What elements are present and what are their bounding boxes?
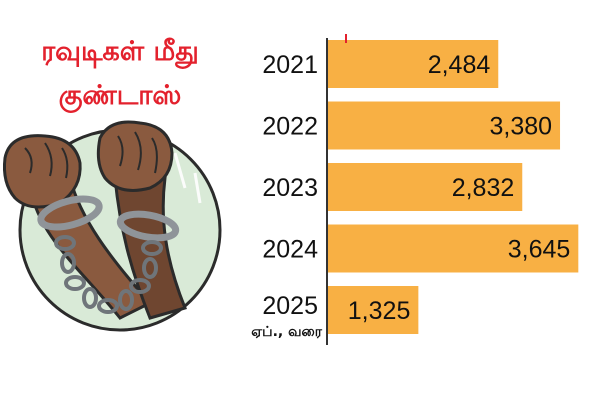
title-line-2: குண்டாஸ் [58,80,182,111]
chain-icon [54,235,163,314]
category-sublabel-2025: ஏப்., வரை [251,324,322,340]
bar-2022 [327,101,561,150]
left-fist-icon [3,134,82,209]
title-line-1: ரவுடிகள் மீது [41,36,199,67]
category-label-2022: 2022 [262,113,318,141]
category-label-2021: 2021 [262,51,318,79]
value-label-2023: 2,832 [452,174,515,202]
bar-2021 [327,40,499,88]
bar-2025 [327,286,419,334]
category-label-2024: 2024 [262,236,318,264]
category-label-2025: 2025 [262,292,318,320]
handcuffed-fists-illustration [3,120,222,332]
right-cuff-icon [116,210,180,242]
category-label-2023: 2023 [262,174,318,202]
value-label-2025: 1,325 [348,297,411,325]
left-cuff-icon [37,195,103,231]
bar-2024 [327,224,579,273]
value-label-2021: 2,484 [428,51,491,79]
value-label-2024: 3,645 [508,236,571,264]
bar-2023 [327,163,523,211]
value-label-2022: 3,380 [489,113,552,141]
